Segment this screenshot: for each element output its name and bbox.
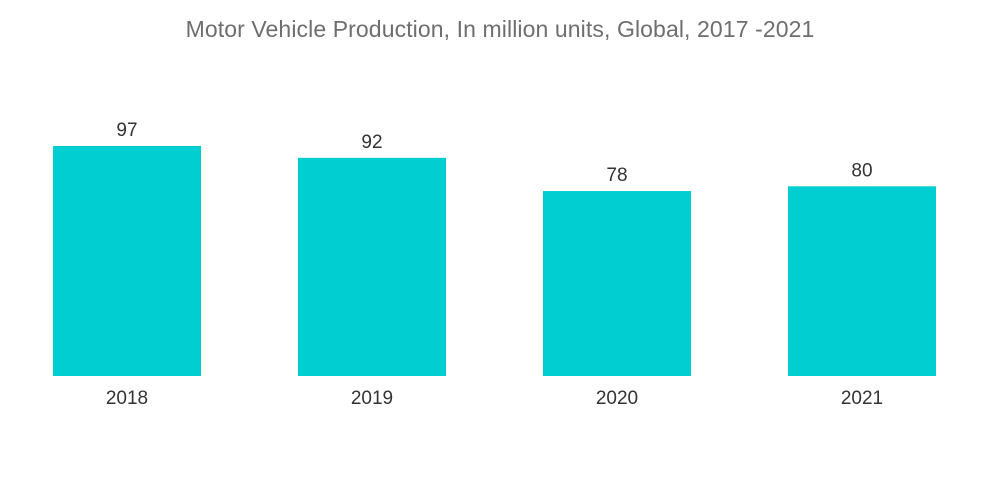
chart-title: Motor Vehicle Production, In million uni… <box>185 16 815 42</box>
bar-2019 <box>298 157 446 376</box>
bar-2018 <box>53 146 201 376</box>
x-axis-tick-labels: 2018 2019 2020 2021 <box>106 388 883 409</box>
bar-2021 <box>788 186 936 376</box>
x-tick-label-2020: 2020 <box>596 388 638 409</box>
bars-layer <box>53 146 936 376</box>
x-tick-label-2019: 2019 <box>351 388 393 409</box>
x-tick-label-2018: 2018 <box>106 388 148 409</box>
data-label-2020: 78 <box>606 165 627 186</box>
x-tick-label-2021: 2021 <box>841 388 883 409</box>
data-label-2021: 80 <box>851 160 872 181</box>
data-label-2018: 97 <box>116 120 137 141</box>
value-labels-layer: 97 92 78 80 <box>116 120 872 186</box>
data-label-2019: 92 <box>361 132 382 153</box>
bar-2020 <box>543 191 691 376</box>
